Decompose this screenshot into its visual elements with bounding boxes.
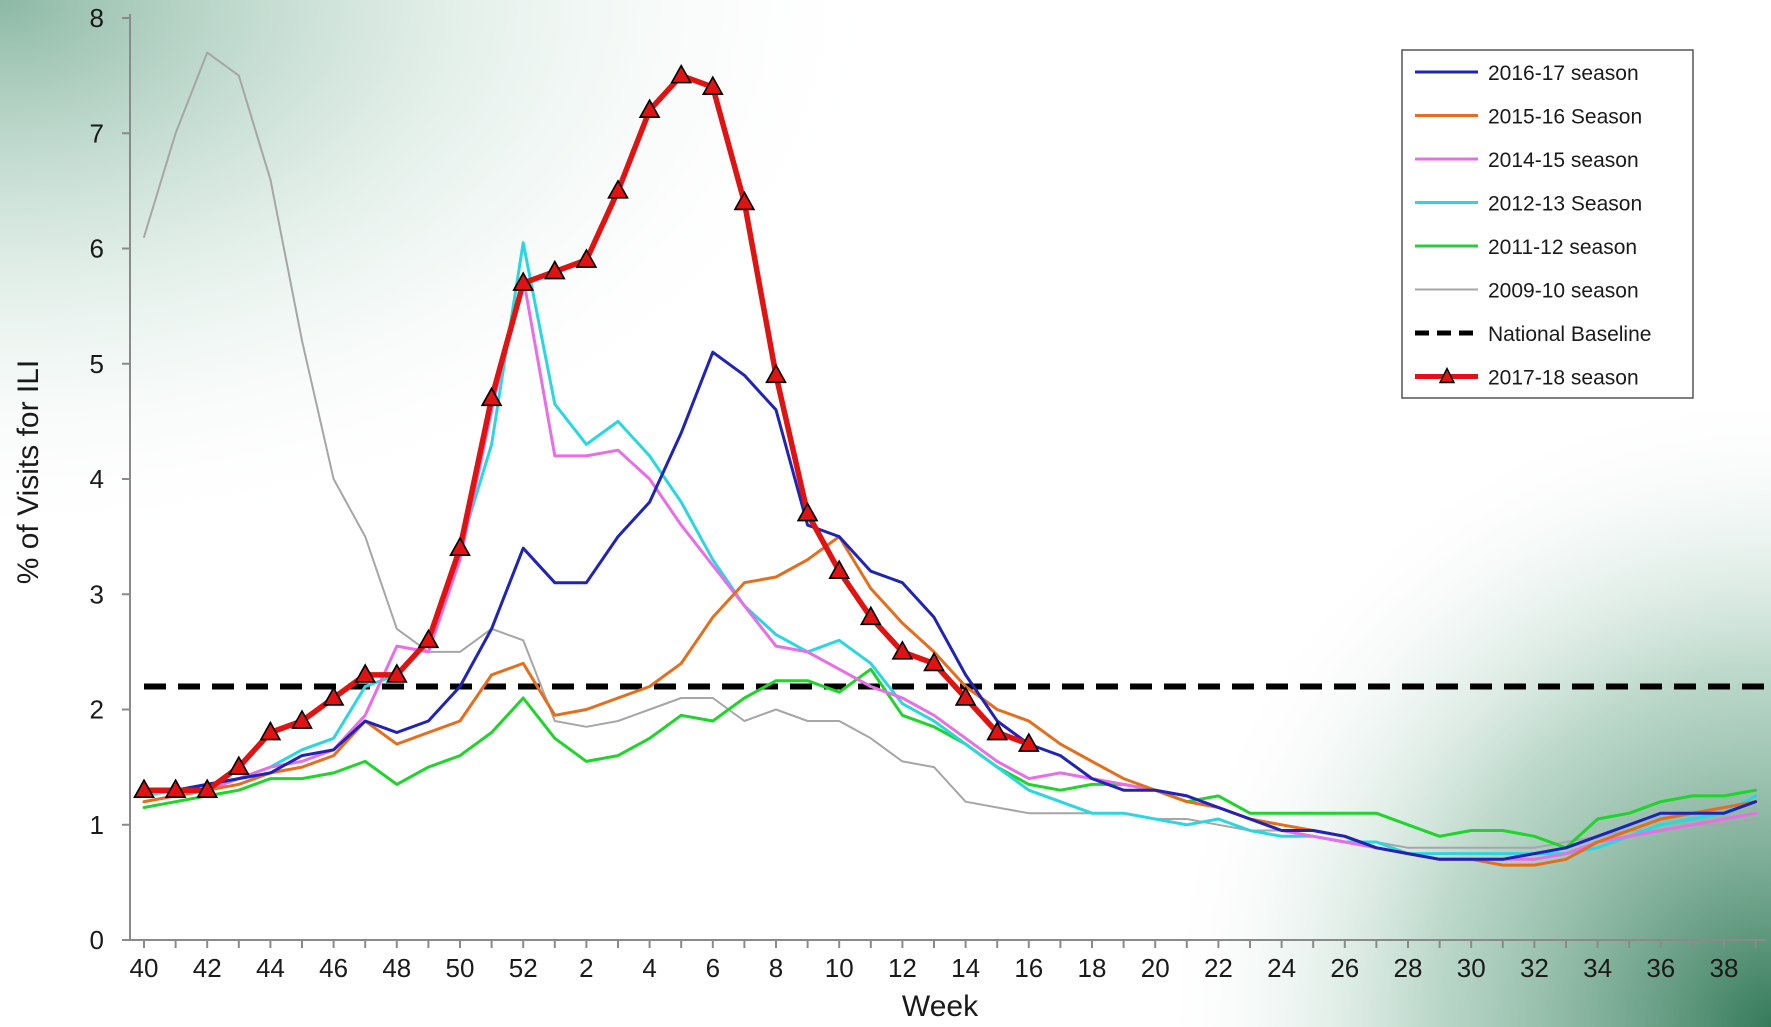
x-tick-label: 26 — [1330, 953, 1359, 983]
series-point-2017-18-season — [891, 640, 914, 660]
x-tick-label: 10 — [825, 953, 854, 983]
x-tick-label: 42 — [193, 953, 222, 983]
x-tick-label: 48 — [382, 953, 411, 983]
series-point-2017-18-season — [227, 755, 250, 775]
series-point-2017-18-season — [796, 501, 819, 522]
x-tick-label: 12 — [888, 953, 917, 983]
series-point-2017-18-season — [354, 663, 377, 683]
legend-label-2017-18-season: 2017-18 season — [1488, 367, 1639, 390]
y-tick-label: 6 — [90, 234, 104, 264]
x-tick-label: 44 — [256, 953, 285, 983]
x-tick-label: 22 — [1204, 953, 1233, 983]
legend: 2016-17 season 2015-16 Season 2014-15 seas… — [1401, 49, 1694, 399]
series-point-2017-18-season — [986, 720, 1009, 741]
series-point-2017-18-season — [923, 651, 945, 672]
x-tick-label: 36 — [1646, 953, 1675, 983]
series-point-2017-18-season — [417, 628, 440, 649]
legend-marker-2017-18-season — [1438, 366, 1456, 384]
series-point-2017-18-season — [196, 778, 219, 798]
series-point-2017-18-season — [512, 271, 535, 291]
legend-label-2014-15-season: 2014-15 season — [1488, 149, 1639, 172]
x-axis-title: Week — [902, 990, 979, 1023]
background-tint-top-left — [0, 0, 900, 560]
series-point-2017-18-season — [607, 179, 629, 199]
y-tick-label: 3 — [90, 579, 104, 609]
x-tick-label: 34 — [1583, 953, 1612, 983]
series-line-2015-16-season — [142, 535, 1758, 867]
y-tick-label: 2 — [90, 695, 104, 725]
x-tick-label: 2 — [579, 953, 593, 983]
legend-label-national-baseline: National Baseline — [1488, 323, 1651, 346]
series-point-2017-18-season — [1017, 732, 1040, 752]
legend-label-2012-13-season: 2012-13 Season — [1488, 193, 1642, 216]
x-tick-label: 32 — [1520, 953, 1549, 983]
series-point-2017-18-season — [954, 686, 977, 706]
x-tick-label: 38 — [1710, 953, 1739, 983]
legend-label-2016-17-season: 2016-17 season — [1488, 62, 1639, 85]
x-tick-label: 4 — [642, 953, 656, 983]
series-point-2017-18-season — [385, 663, 408, 683]
series-point-2017-18-season — [449, 536, 471, 556]
x-tick-label: 8 — [769, 953, 783, 983]
series-point-2017-18-season — [164, 778, 187, 798]
x-tick-label: 16 — [1014, 953, 1043, 983]
x-tick-label: 30 — [1457, 953, 1486, 983]
x-tick-label: 18 — [1078, 953, 1107, 983]
series-point-2017-18-season — [733, 190, 756, 211]
series-point-2017-18-season — [291, 709, 313, 729]
y-tick-label: 4 — [90, 464, 104, 494]
series-point-2017-18-season — [259, 720, 282, 741]
legend-label-2015-16-season: 2015-16 Season — [1488, 106, 1642, 129]
series-point-2017-18-season — [670, 63, 693, 84]
background-tint-bottom-right — [1150, 380, 1771, 1027]
x-tick-label: 14 — [951, 953, 980, 983]
y-axis-title: % of Visits for ILI — [12, 360, 45, 585]
series-point-2017-18-season — [765, 363, 787, 384]
series-point-2017-18-season — [543, 259, 566, 280]
series-layer — [133, 51, 1766, 867]
series-point-2017-18-season — [638, 98, 661, 118]
x-tick-label: 50 — [446, 953, 475, 983]
series-point-2017-18-season — [133, 778, 155, 798]
legend-label-2009-10-season: 2009-10 season — [1488, 280, 1639, 303]
series-point-2017-18-season — [828, 559, 851, 580]
legend-box — [1401, 49, 1694, 399]
x-tick-label: 20 — [1141, 953, 1170, 983]
series-point-2017-18-season — [322, 686, 345, 706]
series-line-2011-12-season — [142, 667, 1758, 850]
y-tick-label: 7 — [90, 118, 104, 148]
x-tick-label: 52 — [509, 953, 538, 983]
x-tick-label: 46 — [319, 953, 348, 983]
series-line-2009-10-season — [143, 51, 1757, 849]
legend-label-2011-12-season: 2011-12 season — [1488, 236, 1637, 259]
series-line-2016-17-season — [142, 350, 1758, 861]
x-tick-label: 24 — [1267, 953, 1296, 983]
series-point-2017-18-season — [480, 386, 503, 407]
x-tick-label: 6 — [706, 953, 720, 983]
y-tick-label: 5 — [90, 349, 104, 379]
y-tick-label: 8 — [90, 3, 104, 33]
y-tick-label: 1 — [90, 810, 104, 840]
series-point-2017-18-season — [701, 75, 724, 95]
x-tick-label: 40 — [130, 953, 159, 983]
series-point-2017-18-season — [575, 248, 598, 268]
x-tick-label: 28 — [1394, 953, 1423, 983]
y-tick-label: 0 — [90, 925, 104, 955]
series-point-2017-18-season — [859, 605, 882, 626]
